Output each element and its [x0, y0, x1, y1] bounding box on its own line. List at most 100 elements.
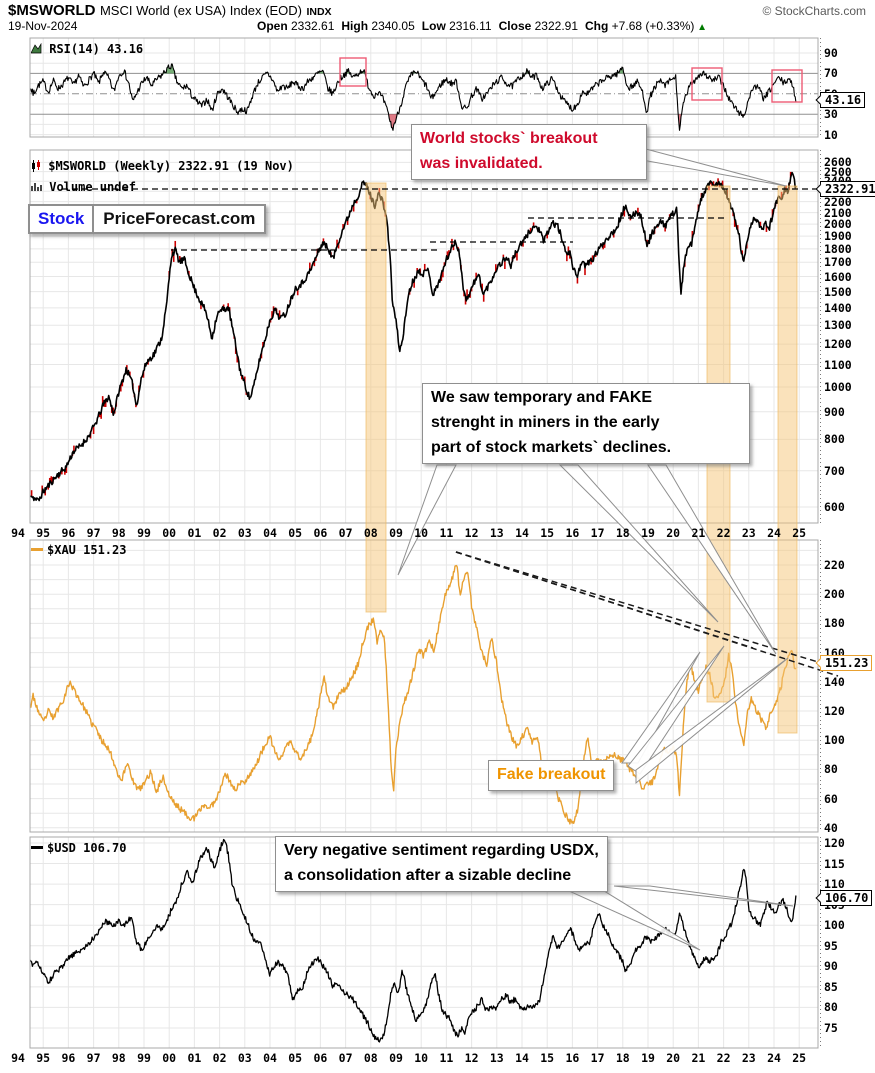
ohlc-value: +7.68 (+0.33%) [608, 19, 695, 33]
msworld-y-tick-label: 2500 [824, 164, 852, 179]
xau-legend: $XAU 151.23 [31, 543, 126, 557]
last-value-label: 2322.91 [820, 181, 875, 197]
msworld-y-tick-label: 1100 [824, 357, 852, 372]
usd-legend: $USD 106.70 [31, 841, 126, 855]
usd-y-tick-label: 115 [824, 856, 845, 871]
x-axis-year-label: 24 [767, 526, 781, 540]
x-axis-year-label: 95 [36, 1051, 51, 1065]
x-axis-year-label: 14 [515, 526, 529, 540]
xau-y-tick-label: 80 [824, 762, 838, 777]
x-axis-year-label: 01 [187, 526, 202, 540]
rsi-y-tick-label: 10 [824, 127, 838, 142]
change-up-arrow-icon: ▲ [694, 22, 708, 33]
msworld-y-tick-label: 2100 [824, 205, 852, 220]
x-axis-year-label: 19 [641, 526, 655, 540]
msworld-y-tick-label: 2000 [824, 217, 852, 232]
xau-y-tick-label: 140 [824, 674, 845, 689]
rsi-highlight-box [771, 69, 803, 103]
x-axis-year-label: 06 [313, 1051, 328, 1065]
ohlc-label: Chg [585, 19, 609, 33]
x-axis-year-label: 08 [363, 1051, 378, 1065]
x-axis-year-label: 22 [716, 1051, 731, 1065]
msworld-y-tick-label: 1500 [824, 284, 852, 299]
msworld-y-tick-label: 1700 [824, 255, 852, 270]
volume-legend-label: Volume undef [49, 180, 136, 194]
symbol-label: $MSWORLD [8, 2, 96, 19]
x-axis-year-label: 23 [741, 526, 756, 540]
xau-y-tick-label: 180 [824, 616, 845, 631]
rsi-highlight-box [339, 57, 367, 87]
callout-pointer [627, 645, 725, 775]
msworld-y-tick-label: 1000 [824, 379, 852, 394]
main-legend-label: $MSWORLD (Weekly) 2322.91 (19 Nov) [48, 159, 294, 173]
x-axis-year-label: 06 [313, 526, 328, 540]
x-axis-year-label: 10 [414, 1051, 429, 1065]
x-axis-year-label: 99 [137, 526, 151, 540]
xau-y-tick-label: 100 [824, 733, 845, 748]
x-axis-year-label: 99 [137, 1051, 151, 1065]
x-axis-year-label: 12 [464, 526, 479, 540]
rsi-legend: RSI(14) 43.16 [30, 42, 143, 56]
indicator-area-icon [30, 42, 42, 54]
last-value-label: 106.70 [820, 890, 873, 906]
msworld-y-tick-label: 700 [824, 463, 845, 478]
panel-xau [29, 539, 821, 833]
rsi-highlight-box [691, 67, 723, 101]
x-axis-year-label: 07 [338, 526, 353, 540]
msworld-y-tick-label: 900 [824, 404, 845, 419]
xau-legend-label: $XAU 151.23 [47, 543, 127, 557]
panel-rsi [29, 37, 821, 138]
x-axis-year-label: 98 [111, 1051, 126, 1065]
ohlc-label: High [341, 19, 369, 33]
x-axis-year-label: 23 [741, 1051, 756, 1065]
rsi-y-tick-label: 30 [824, 107, 838, 122]
x-axis-year-label: 17 [590, 1051, 605, 1065]
highlight-band [365, 182, 387, 613]
x-axis-year-label: 96 [61, 1051, 76, 1065]
x-axis-year-label: 13 [489, 526, 504, 540]
msworld-y-tick-label: 1400 [824, 300, 852, 315]
msworld-y-tick-label: 1800 [824, 241, 852, 256]
x-axis-year-label: 97 [86, 526, 101, 540]
x-axis-year-label: 08 [363, 526, 378, 540]
msworld-y-tick-label: 1200 [824, 337, 852, 352]
xau-y-tick-label: 40 [824, 820, 838, 835]
xau-fan-dashed-line [455, 551, 839, 677]
date-label: 19-Nov-2024 [8, 19, 78, 33]
chart-header-row1: $MSWORLD MSCI World (ex USA) Index (EOD)… [8, 2, 332, 20]
x-axis-year-label: 18 [615, 526, 630, 540]
fake-breakout-note: Fake breakout [488, 760, 615, 791]
x-axis-year-label: 14 [515, 1051, 529, 1065]
breakout-invalidated-note: World stocks` breakout was invalidated. [411, 124, 647, 180]
x-axis-year-label: 00 [162, 526, 177, 540]
xau-y-tick-label: 220 [824, 558, 845, 572]
x-axis-year-label: 20 [666, 1051, 681, 1065]
msworld-y-tick-label: 800 [824, 432, 845, 447]
exchange-label: INDX [306, 6, 332, 18]
x-axis-year-label: 07 [338, 1051, 353, 1065]
logo-part1: Stock [30, 206, 95, 232]
x-axis-year-label: 25 [792, 526, 807, 540]
xau-line-swatch-icon [31, 548, 43, 551]
x-axis-year-label: 02 [212, 526, 227, 540]
x-axis-year-label: 11 [439, 1051, 454, 1065]
logo-part2: PriceForecast.com [103, 209, 256, 228]
last-value-label: 151.23 [820, 655, 873, 671]
xau-y-tick-label: 200 [824, 587, 845, 602]
x-axis-year-label: 05 [288, 1051, 303, 1065]
x-axis-year-label: 21 [691, 1051, 706, 1065]
x-axis-year-label: 00 [162, 1051, 177, 1065]
stockpriceforecast-logo: Stock PriceForecast.com [28, 204, 267, 234]
x-axis-year-label: 04 [263, 1051, 277, 1065]
x-axis-year-label: 05 [288, 526, 303, 540]
usd-y-tick-label: 110 [824, 877, 845, 892]
xau-fan-dashed-line [455, 551, 819, 663]
x-axis-year-label: 95 [36, 526, 51, 540]
msworld-y-tick-label: 1300 [824, 318, 852, 333]
x-axis-year-label: 10 [414, 526, 429, 540]
x-axis-year-label: 94 [11, 526, 25, 540]
usd-y-tick-label: 120 [824, 836, 845, 850]
callout-pointer [397, 464, 457, 576]
